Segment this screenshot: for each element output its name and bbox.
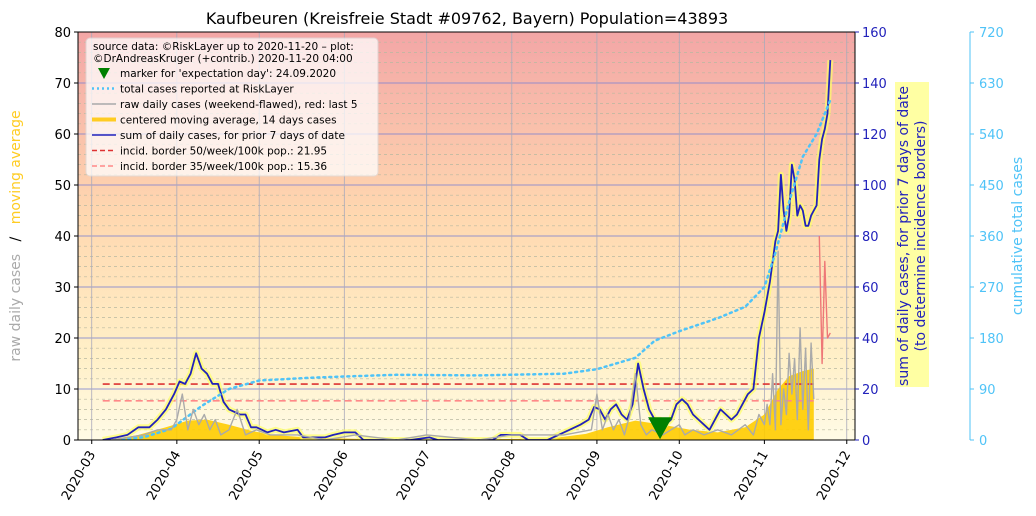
- left-tick-label: 60: [54, 128, 71, 143]
- right-tick-label: 0: [862, 434, 870, 449]
- right-tick-label: 160: [862, 26, 887, 41]
- far-right-tick-label: 540: [979, 128, 1004, 143]
- series-line-3: [818, 235, 831, 365]
- right-tick-label: 20: [862, 383, 879, 398]
- right-axis-label-box: [895, 82, 929, 387]
- x-tick-label: 2020-07: [394, 449, 434, 504]
- x-tick-label: 2020-08: [479, 449, 519, 504]
- left-tick-label: 30: [54, 281, 71, 296]
- right-tick-label: 140: [862, 77, 887, 92]
- right-tick-label: 60: [862, 281, 879, 296]
- right-axis-label: sum of daily cases, for prior 7 days of …: [896, 86, 929, 386]
- expectation-day-marker: [648, 417, 673, 440]
- svg-text:raw daily cases /: raw daily cases / moving average: [8, 110, 24, 361]
- legend-entry-label: total cases reported at RiskLayer: [120, 84, 294, 96]
- right-tick-label: 120: [862, 128, 887, 143]
- legend-entry-label: incid. border 35/week/100k pop.: 15.36: [120, 161, 327, 173]
- x-tick-label: 2020-09: [564, 449, 604, 504]
- left-tick-label: 70: [54, 77, 71, 92]
- left-tick-label: 20: [54, 332, 71, 347]
- right-axis-label-line1: sum of daily cases, for prior 7 days of …: [896, 86, 912, 386]
- far-right-tick-label: 180: [979, 332, 1004, 347]
- legend-header-line: ©DrAndreasKruger (+contrib.) 2020-11-20 …: [93, 53, 353, 65]
- x-tick-label: 2020-12: [814, 449, 854, 504]
- left-axis-label-avg: moving average: [8, 110, 24, 224]
- left-tick-label: 50: [54, 179, 71, 194]
- right-axis-label-line2: (to determine incidence borders): [913, 121, 929, 352]
- left-tick-label: 80: [54, 26, 71, 41]
- x-tick-label: 2020-11: [732, 449, 772, 504]
- legend-entry-label: centered moving average, 14 days cases: [120, 115, 337, 127]
- legend-box: [85, 37, 379, 177]
- moving-average-area: [110, 368, 814, 440]
- series-layer: [102, 59, 834, 440]
- legend-entry-label: raw daily cases (weekend-flawed), red: l…: [120, 99, 358, 111]
- right-tick-label: 100: [862, 179, 887, 194]
- far-right-tick-label: 630: [979, 77, 1004, 92]
- x-tick-label: 2020-06: [312, 449, 352, 504]
- left-tick-label: 40: [54, 230, 71, 245]
- far-right-axis-label: cumulative total cases: [1010, 157, 1026, 315]
- legend-header-line: source data: ©RiskLayer up to 2020-11-20…: [93, 41, 354, 53]
- left-axis-label: raw daily cases / moving average: [8, 110, 24, 361]
- legend-entry-label: incid. border 50/week/100k pop.: 21.95: [120, 146, 327, 158]
- far-right-tick-label: 720: [979, 26, 1004, 41]
- x-tick-label: 2020-10: [647, 449, 687, 504]
- right-tick-label: 80: [862, 230, 879, 245]
- x-tick-label: 2020-04: [144, 449, 184, 504]
- legend-entry-label: sum of daily cases, for prior 7 days of …: [120, 130, 345, 142]
- far-right-tick-label: 360: [979, 230, 1004, 245]
- left-tick-label: 10: [54, 383, 71, 398]
- far-right-tick-label: 450: [979, 179, 1004, 194]
- legend: source data: ©RiskLayer up to 2020-11-20…: [85, 37, 379, 177]
- series-line-1: [115, 98, 832, 440]
- x-tick-label: 2020-03: [59, 449, 99, 504]
- series-line-2: [110, 250, 815, 440]
- right-tick-label: 40: [862, 332, 879, 347]
- far-right-tick-label: 270: [979, 281, 1004, 296]
- legend-entry-label: marker for 'expectation day': 24.09.2020: [120, 68, 336, 80]
- far-right-axis-label-text: cumulative total cases: [1010, 157, 1026, 315]
- far-right-tick-label: 90: [979, 383, 996, 398]
- x-tick-label: 2020-05: [227, 449, 267, 504]
- far-right-tick-label: 0: [979, 434, 987, 449]
- left-axis-label-sep: /: [8, 236, 24, 241]
- legend-swatch-marker: [98, 68, 110, 79]
- left-tick-label: 0: [63, 434, 71, 449]
- chart-title: Kaufbeuren (Kreisfreie Stadt #09762, Bay…: [206, 9, 728, 28]
- left-axis-label-raw: raw daily cases: [8, 254, 24, 362]
